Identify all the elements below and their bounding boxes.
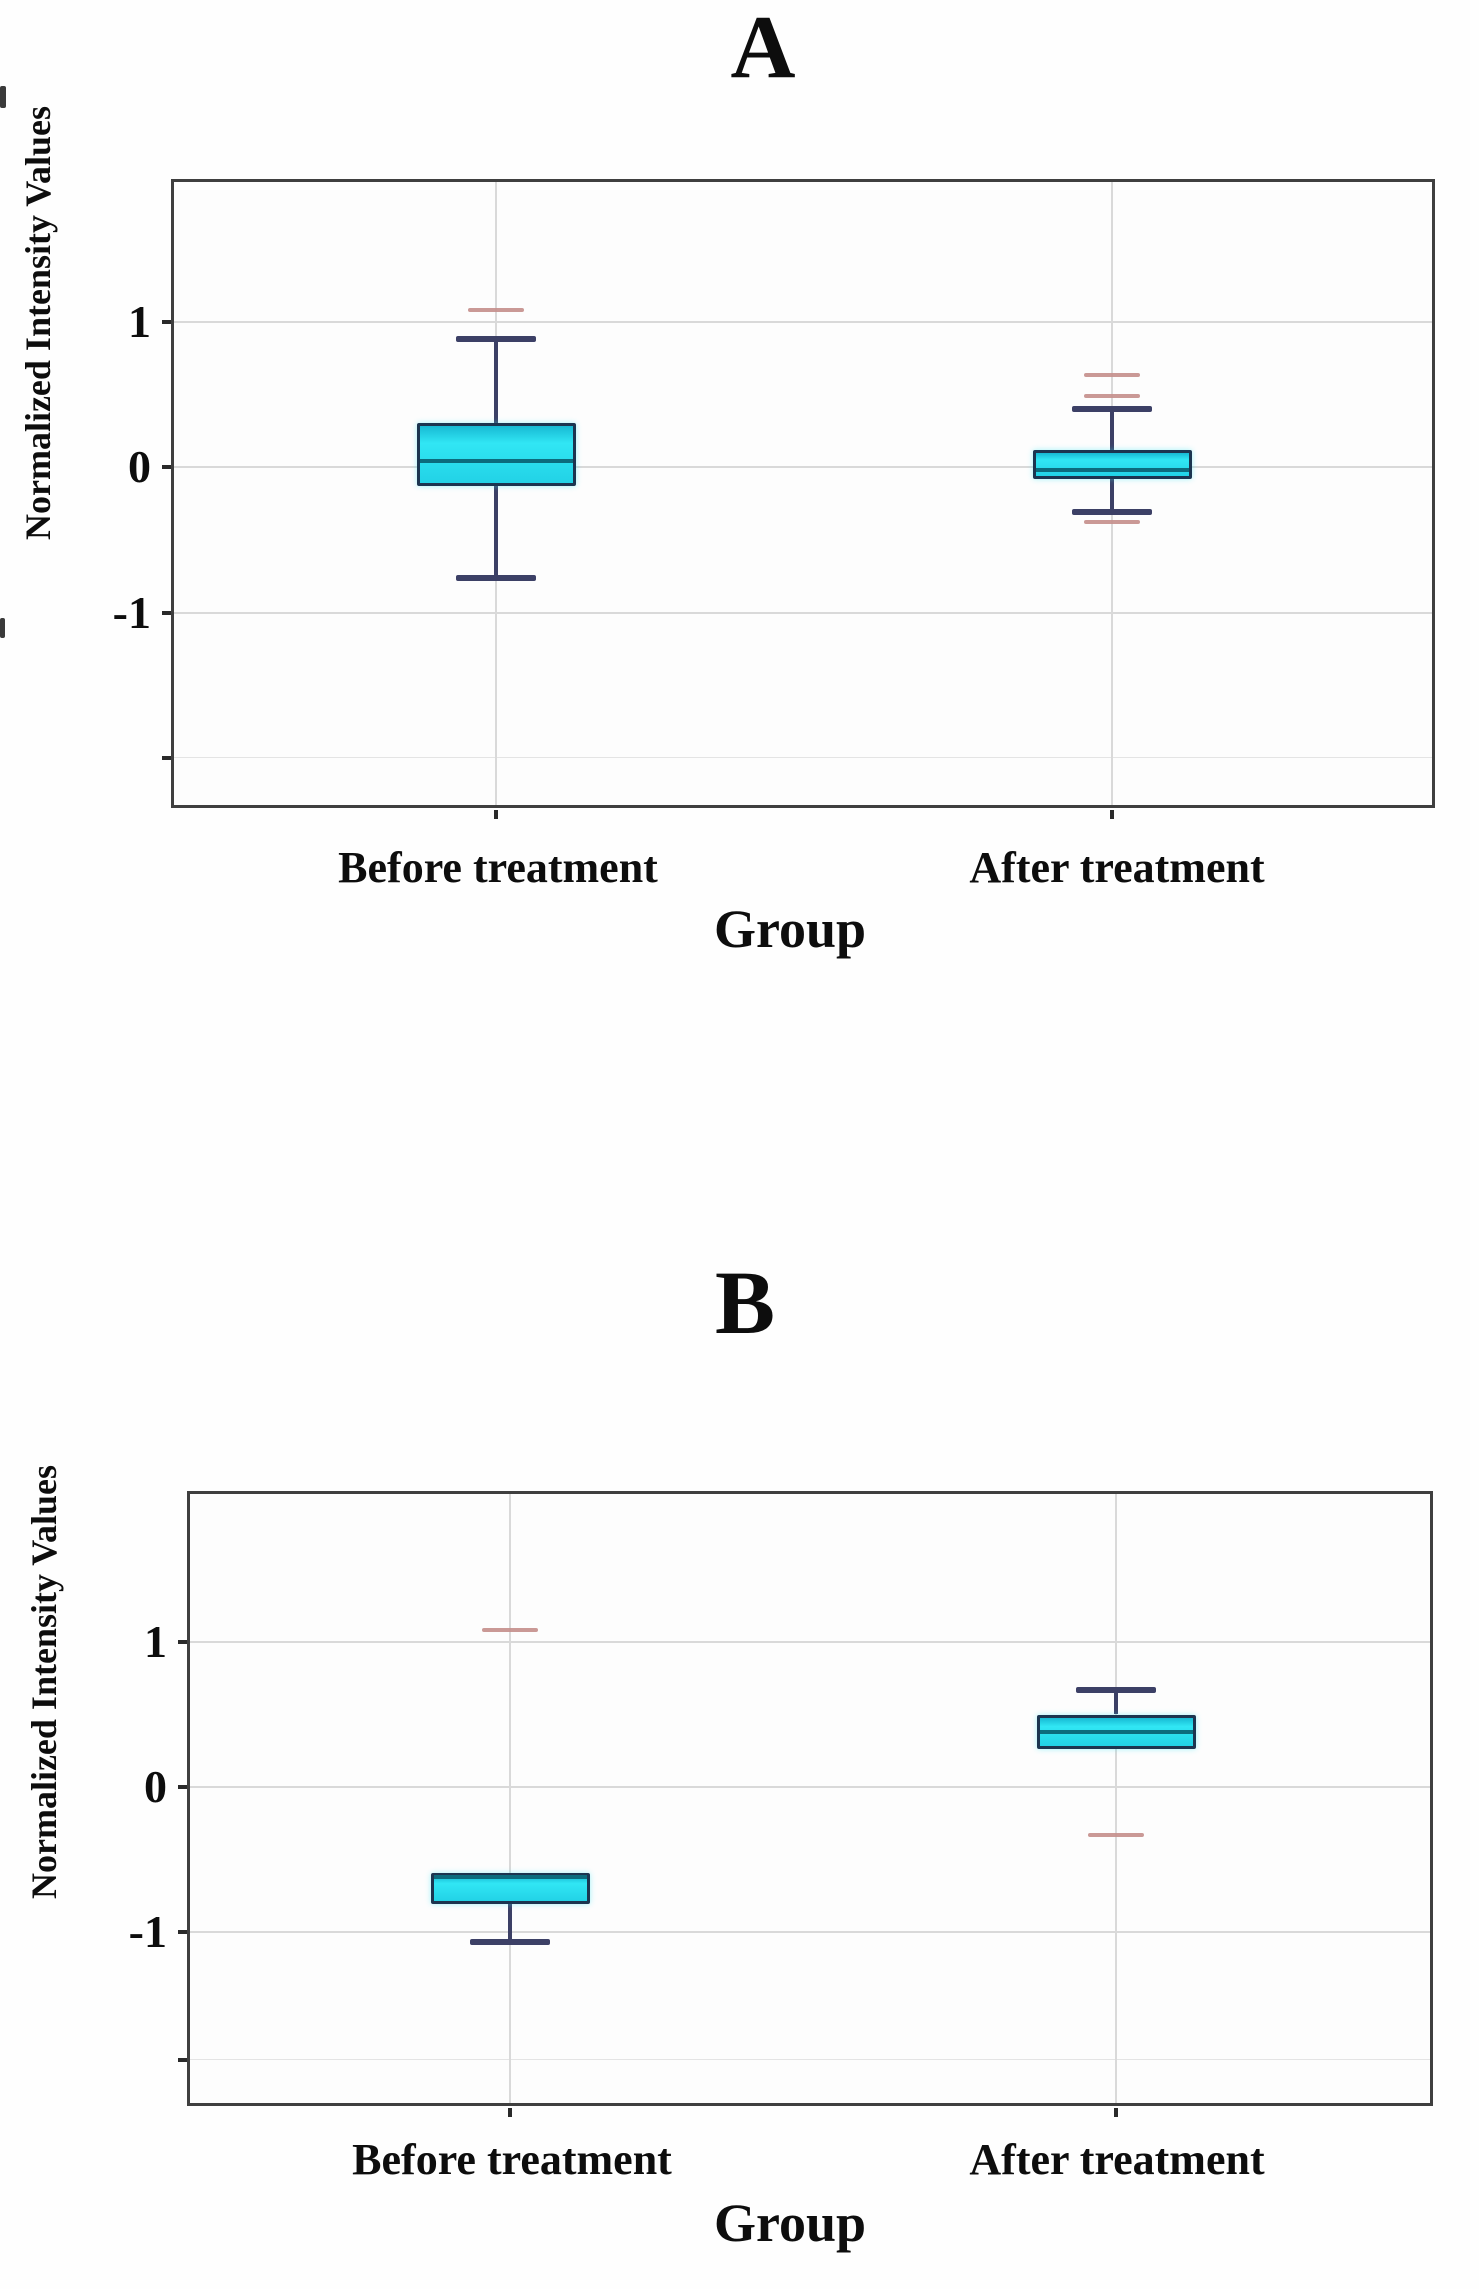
whisker-line [494,485,498,578]
x-tick-mark [1114,2108,1118,2117]
panel-b-x-axis-label: Group [713,2193,867,2253]
y-tick-label: 0 [128,441,151,492]
outlier-dash [1088,1832,1144,1837]
y-gridline [174,320,1432,323]
y-tick-label: 1 [128,295,151,347]
median-line [1035,467,1189,472]
panel-b-category-after-treatment: After treatment [969,2135,1265,2184]
panel-a-x-axis-label: Group [713,899,867,959]
x-tick-mark [508,2108,512,2117]
y-tick-label: -1 [112,586,151,638]
y-gridline [190,1931,1430,1933]
outlier-dash [1084,373,1140,378]
panel-a-category-after-treatment: After treatment [969,843,1265,892]
outlier-dash [468,307,524,312]
y-tick-label: 1 [144,1616,167,1667]
whisker-cap [470,1939,550,1946]
whisker-line [1110,478,1114,513]
y-tick-mark [162,465,171,469]
panel-b-plot-area [187,1491,1433,2106]
median-line [1039,1729,1193,1734]
panel-a-title: A [730,0,796,97]
y-tick-label: 0 [144,1761,167,1812]
panel-b-category-before-treatment: Before treatment [352,2135,672,2184]
y-gridline [190,1786,1430,1788]
panel-a-category-before-treatment: Before treatment [338,843,658,892]
y-tick-mark [178,1785,187,1789]
median-line [419,459,573,464]
outlier-dash [1084,520,1140,525]
whisker-cap [1072,509,1152,516]
y-tick-mark [162,610,171,615]
x-tick-mark [1110,810,1114,819]
whisker-line [1114,1689,1118,1715]
x-gridline [509,1494,511,2103]
x-gridline [1115,1494,1117,2103]
whisker-cap [1076,1686,1156,1693]
scan-artifact [0,86,6,108]
y-tick-mark [178,1930,187,1934]
y-gridline [174,757,1432,758]
box-before-treatment [416,423,576,486]
box-after-treatment [1032,449,1192,479]
y-gridline [190,1641,1430,1643]
whisker-line [494,338,498,424]
whisker-cap [456,335,536,342]
whisker-line [508,1904,512,1943]
outlier-dash [482,1628,538,1633]
median-line [433,1874,587,1879]
y-gridline [174,611,1432,614]
panel-b-y-axis-label: Normalized Intensity Values [24,1464,64,1900]
outlier-dash [1084,393,1140,398]
y-tick-mark [178,2057,187,2062]
y-tick-label: -1 [128,1906,167,1957]
whisker-cap [456,574,536,581]
y-tick-mark [162,756,171,760]
y-gridline [190,2058,1430,2060]
y-tick-mark [162,319,171,324]
whisker-cap [1072,405,1152,412]
whisker-line [1110,408,1114,450]
y-gridline [174,466,1432,468]
y-tick-mark [178,1640,187,1644]
panel-b-title: B [714,1254,776,1353]
scan-artifact [0,618,5,638]
panel-a-plot-area [171,179,1435,808]
x-tick-mark [494,810,498,819]
